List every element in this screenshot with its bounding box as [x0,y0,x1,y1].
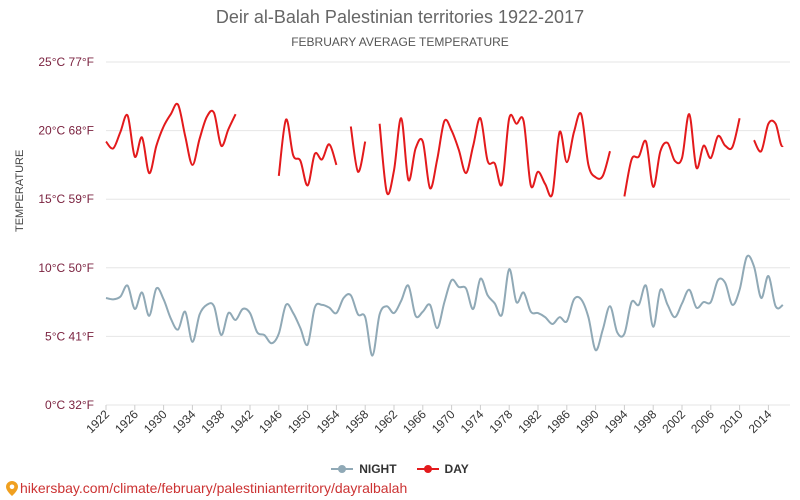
night-swatch-icon [331,464,354,474]
legend-day-label: DAY [444,462,469,476]
x-tick-label: 1982 [515,407,544,436]
x-tick-label: 1958 [343,407,372,436]
y-tick-label: 10°C 50°F [38,261,94,275]
legend: NIGHT DAY [0,462,800,476]
x-tick-label: 2014 [746,407,775,436]
legend-item-night[interactable]: NIGHT [331,462,397,476]
x-tick-label: 1974 [458,407,487,436]
x-tick-label: 1938 [199,407,228,436]
x-tick-label: 2002 [659,407,688,436]
source-link[interactable]: hikersbay.com/climate/february/palestini… [6,480,407,496]
series-lines [105,102,784,357]
x-tick-label: 1954 [314,407,343,436]
y-tick-label: 25°C 77°F [38,55,94,69]
y-tick-label: 0°C 32°F [45,398,94,412]
x-tick-label: 1966 [400,407,429,436]
night-series-line-0 [105,254,784,357]
chart-title: Deir al-Balah Palestinian territories 19… [215,7,585,27]
day-series-line-2 [349,126,367,173]
x-tick-label: 1930 [141,407,170,436]
source-url: hikersbay.com/climate/february/palestini… [20,480,408,496]
x-tick-label: 1942 [227,407,256,436]
y-tick-labels: 0°C 32°F 5°C 41°F 10°C 50°F 15°C 59°F 20°C 6… [38,55,94,412]
x-tick-label: 1950 [285,407,314,436]
map-pin-icon [6,480,18,496]
legend-night-label: NIGHT [359,462,397,476]
x-tick-label: 1934 [170,407,199,436]
legend-item-day[interactable]: DAY [416,462,469,476]
x-tick-label: 1978 [487,407,516,436]
x-tick-label: 2006 [688,407,717,436]
day-series-line-3 [378,112,611,198]
y-tick-label: 5°C 41°F [45,329,94,343]
day-series-line-0 [105,102,237,175]
day-series-line-1 [277,118,338,187]
y-tick-label: 20°C 68°F [38,124,94,138]
x-tick-label: 1946 [256,407,285,436]
x-tick-label: 2010 [717,407,746,436]
x-tick-label: 1990 [573,407,602,436]
x-tick-label: 1994 [602,407,631,436]
chart-subtitle: FEBRUARY AVERAGE TEMPERATURE [291,35,509,49]
x-tick-label: 1998 [631,407,660,436]
day-series-line-4 [623,113,741,197]
x-tick-labels: 1922 1926 1930 1934 1938 1942 1946 1950 1954 1958… [83,405,775,436]
x-tick-label: 1986 [544,407,573,436]
x-tick-label: 1962 [371,407,400,436]
day-series-line-5 [753,119,784,153]
x-tick-label: 1970 [429,407,458,436]
grid-lines [106,61,790,406]
day-swatch-icon [416,464,439,474]
y-tick-label: 15°C 59°F [38,192,94,206]
x-tick-label: 1926 [112,407,141,436]
